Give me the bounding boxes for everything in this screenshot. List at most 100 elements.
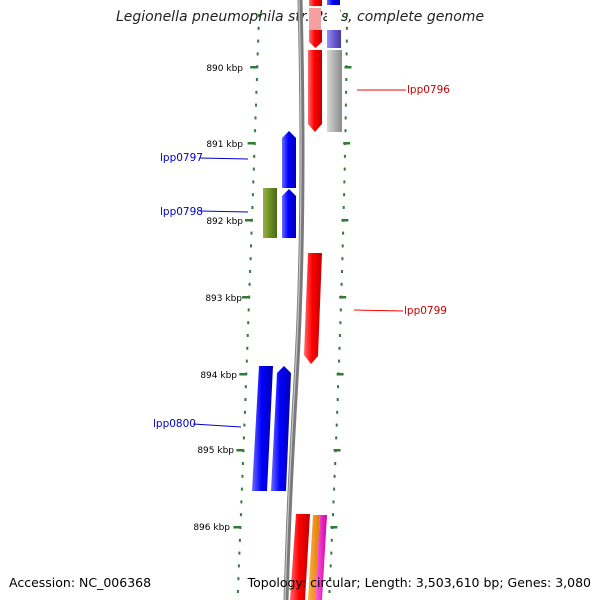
tick-label-891: 891 kbp: [206, 140, 243, 150]
outer-ring-dot: [330, 538, 333, 542]
inner-ring-dot: [253, 154, 256, 158]
feature-pink-top[interactable]: [309, 8, 321, 30]
inner-ring-dot: [256, 65, 259, 69]
inner-ring-dot: [255, 78, 258, 81]
gene-lpp0799[interactable]: [304, 253, 322, 364]
inner-ring-dot: [255, 90, 258, 94]
gene-lpp0799-label[interactable]: lpp0799: [404, 305, 447, 317]
genome-summary-text: Topology: circular; Length: 3,503,610 bp…: [247, 575, 591, 590]
outer-ring-dot: [330, 551, 333, 555]
outer-tick-mark-0: [344, 66, 352, 69]
feature-magenta-bottom[interactable]: [315, 515, 327, 600]
gene-lpp0797-leader: [199, 157, 249, 160]
inner-ring-dot: [245, 359, 248, 363]
gene-lpp0797[interactable]: [282, 131, 296, 188]
outer-ring-dot: [334, 462, 337, 465]
feature-grey-top[interactable]: [327, 50, 342, 132]
inner-ring-dot: [248, 295, 251, 299]
accession-text: Accession: NC_006368: [9, 575, 152, 590]
inner-ring-dot: [244, 385, 247, 389]
outer-ring-dot: [343, 180, 346, 184]
feature-purple-top[interactable]: [327, 30, 341, 48]
outer-ring-dot: [336, 410, 339, 414]
gene-lpp0796-label[interactable]: lpp0796: [407, 84, 450, 96]
tick-label-892: 892 kbp: [206, 217, 243, 227]
outer-ring-dot: [346, 14, 348, 17]
tick-label-896: 896 kbp: [193, 523, 230, 533]
gene-lpp0798[interactable]: [282, 189, 296, 238]
inner-ring-dot: [249, 270, 252, 273]
inner-ring-dot: [252, 180, 255, 184]
inner-ring-dot: [246, 334, 249, 337]
gene-lpp0800-second[interactable]: [271, 366, 291, 491]
inner-ring-dot: [244, 398, 247, 401]
inner-ring-dot: [251, 193, 254, 197]
outer-tick-mark-5: [333, 449, 341, 452]
outer-ring-dot: [332, 513, 334, 517]
feature-orange-bottom[interactable]: [308, 515, 320, 600]
outer-ring-dot: [341, 270, 343, 273]
outer-tick-mark-2: [341, 219, 349, 222]
inner-ring-dot: [257, 26, 260, 30]
outer-ring-dot: [343, 154, 346, 158]
outer-tick-mark-1: [343, 142, 351, 145]
gene-lpp0800-leader: [192, 423, 242, 428]
inner-ring-dot: [255, 103, 257, 107]
tick-label-890: 890 kbp: [206, 64, 243, 74]
tick-label-893: 893 kbp: [205, 294, 242, 304]
genome-backbone-highlight: [284, 0, 302, 600]
outer-ring-dot: [345, 78, 348, 81]
inner-ring-dot: [257, 39, 260, 43]
outer-ring-dot: [344, 116, 347, 120]
outer-ring-dot: [341, 257, 344, 261]
outer-ring-dot: [337, 385, 340, 389]
outer-ring-dot: [343, 167, 346, 171]
feature-bottom-cluster[interactable]: [290, 514, 327, 600]
outer-ring-dot: [342, 206, 345, 209]
gene-lpp0798-olive[interactable]: [263, 188, 277, 238]
inner-ring-dot: [253, 142, 256, 145]
inner-ring-dot: [250, 244, 252, 248]
inner-ring-dot: [242, 436, 245, 440]
gene-lpp0799-leader: [353, 309, 404, 312]
inner-ring-dot: [240, 487, 243, 491]
feature-red-bottom[interactable]: [290, 514, 310, 600]
outer-ring-dot: [333, 474, 336, 478]
outer-ring-dot: [345, 39, 348, 43]
gene-lpp0798-label[interactable]: lpp0798: [160, 206, 203, 218]
inner-ring-dot: [246, 346, 249, 350]
inner-ring-dot: [254, 129, 257, 133]
outer-ring-dot: [338, 334, 341, 337]
outer-ring-dot: [335, 436, 338, 440]
feature-top-cluster[interactable]: [309, 0, 342, 132]
feature-blue-top[interactable]: [327, 0, 340, 5]
genome-backbone: [283, 0, 305, 600]
tick-mark-0: [250, 66, 258, 69]
inner-ring-dot: [243, 410, 246, 414]
outer-ring-dot: [332, 500, 335, 504]
gene-lpp0800[interactable]: [252, 366, 273, 491]
outer-ring-dot: [344, 103, 347, 107]
outer-ring-dot: [340, 282, 343, 286]
inner-ring-dot: [247, 308, 250, 312]
tick-label-894: 894 kbp: [200, 371, 237, 381]
gene-lpp0796[interactable]: [308, 50, 322, 132]
inner-ring-dot: [238, 538, 241, 542]
outer-ring-dot: [344, 129, 347, 133]
outer-ring-dot: [329, 564, 332, 568]
outer-ring-dot: [328, 590, 331, 593]
tick-mark-4: [239, 373, 247, 376]
outer-ring-dot: [339, 321, 342, 325]
inner-ring-dot: [250, 231, 253, 235]
inner-ring-dot: [241, 474, 244, 478]
gene-lpp0797-label[interactable]: lpp0797: [160, 152, 203, 164]
inner-ring-dot: [239, 513, 242, 517]
feature-white-strip: [327, 8, 340, 28]
outer-tick-mark-4: [336, 373, 344, 376]
outer-ring-dot: [335, 423, 338, 427]
gene-lpp0800-label[interactable]: lpp0800: [153, 418, 196, 430]
feature-red-top[interactable]: [309, 0, 322, 6]
gene-lpp0798-leader: [199, 210, 249, 213]
feature-red-arrow-top[interactable]: [309, 30, 322, 48]
